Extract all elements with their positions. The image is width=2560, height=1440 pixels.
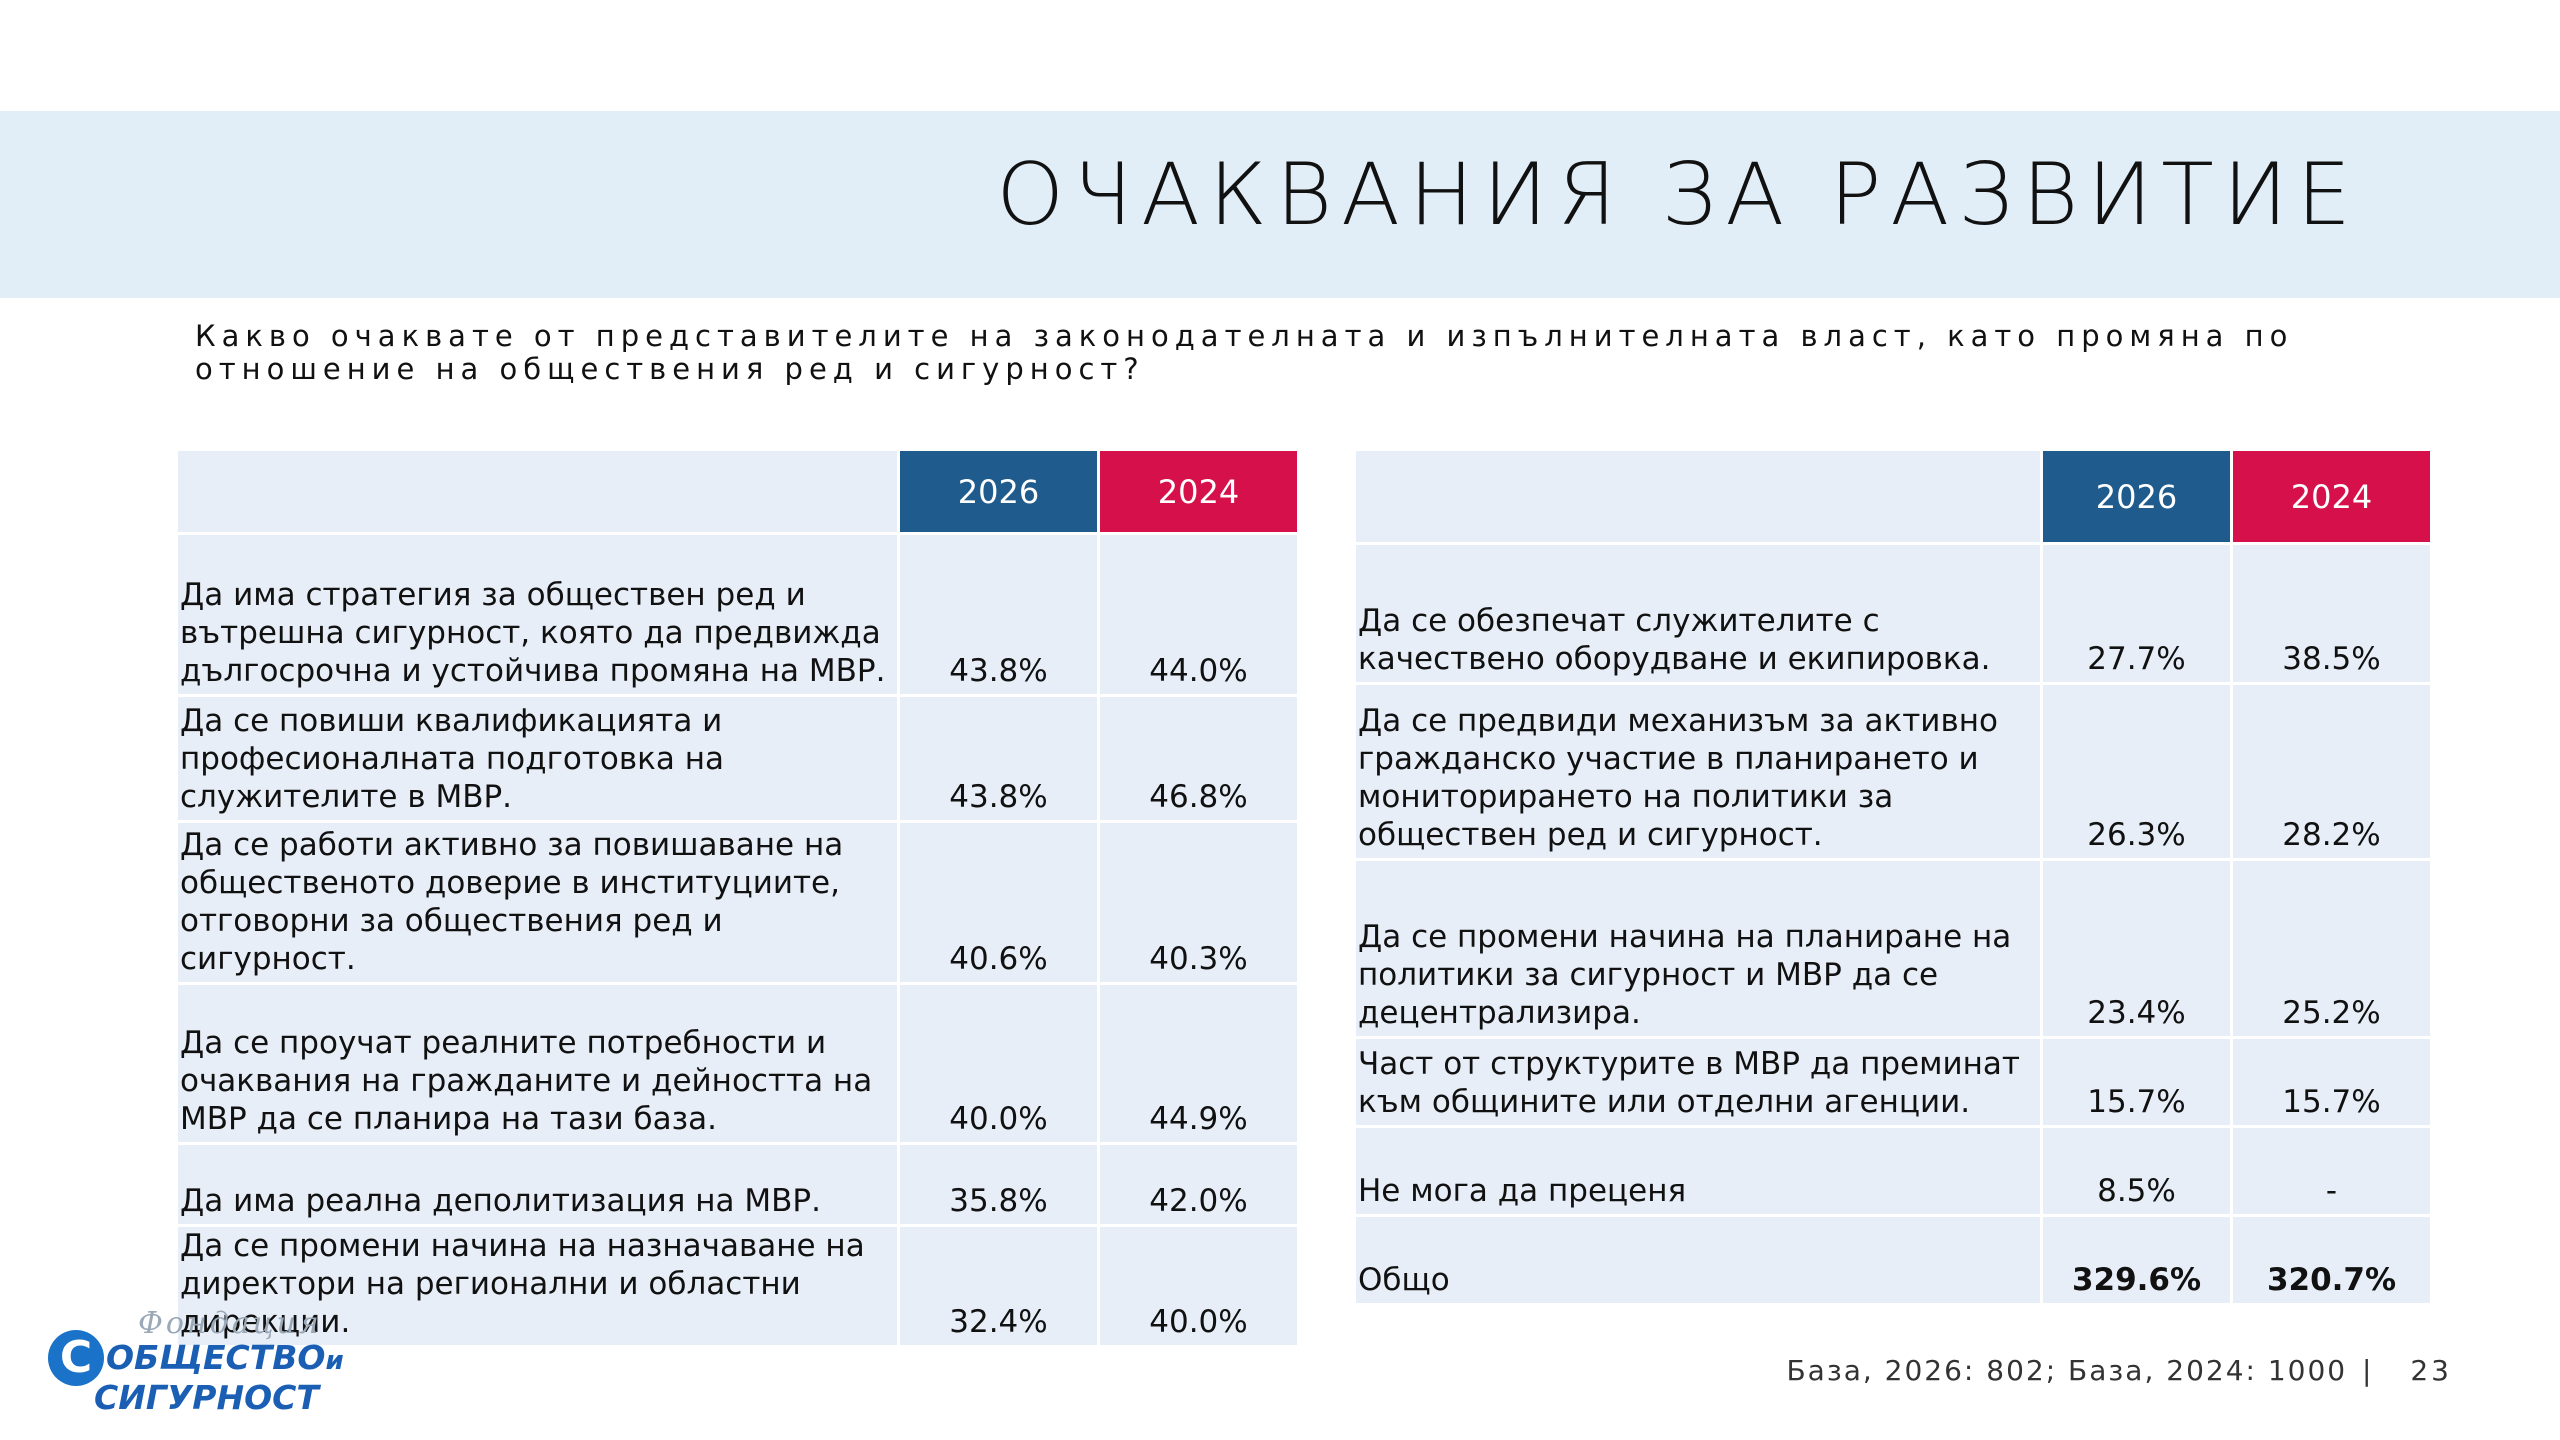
total-2024: 320.7% — [2230, 1214, 2433, 1306]
row-label: Част от структурите в МВР да преминат къ… — [1353, 1036, 2043, 1128]
footer-separator: | — [2362, 1354, 2374, 1387]
row-label: Да се обезпечат служителите с качествено… — [1353, 542, 2043, 685]
table-row: Да има стратегия за обществен ред и вътр… — [175, 532, 1300, 697]
row-label: Да се проучат реалните потребности и оча… — [175, 982, 900, 1145]
value-2026: 35.8% — [897, 1142, 1100, 1227]
header-2024: 2024 — [2230, 448, 2433, 545]
total-row: Общо 329.6% 320.7% — [1353, 1214, 2433, 1306]
survey-question: Какво очаквате от представителите на зак… — [195, 319, 2294, 386]
logo-line1-main: ОБЩЕСТВО — [106, 1338, 326, 1377]
value-2026: 32.4% — [897, 1224, 1100, 1348]
logo-line1-suffix: и — [325, 1346, 344, 1376]
row-label: Да се работи активно за повишаване на об… — [175, 820, 900, 985]
table-row: Да се промени начина на планиране на пол… — [1353, 858, 2433, 1039]
total-2026: 329.6% — [2040, 1214, 2233, 1306]
title-banner — [0, 111, 2560, 298]
value-2026: 43.8% — [897, 532, 1100, 697]
total-label: Общо — [1353, 1214, 2043, 1306]
table-row: Да се повиши квалификацията и професиона… — [175, 694, 1300, 823]
value-2024: 40.0% — [1097, 1224, 1300, 1348]
logo-c-icon: C — [48, 1330, 104, 1386]
row-label: Не мога да преценя — [1353, 1125, 2043, 1217]
value-2026: 23.4% — [2040, 858, 2233, 1039]
logo-script-text: Фондация — [138, 1306, 322, 1341]
value-2024: 42.0% — [1097, 1142, 1300, 1227]
table-row: Не мога да преценя 8.5% - — [1353, 1125, 2433, 1217]
value-2026: 26.3% — [2040, 682, 2233, 861]
table-row: Да се предвиди механизъм за активно граж… — [1353, 682, 2433, 861]
foundation-logo: Фондация C ОБЩЕСТВОи СИГУРНОСТ — [48, 1306, 348, 1418]
table-row: Да има реална деполитизация на МВР. 35.8… — [175, 1142, 1300, 1227]
value-2026: 40.6% — [897, 820, 1100, 985]
value-2026: 15.7% — [2040, 1036, 2233, 1128]
value-2026: 27.7% — [2040, 542, 2233, 685]
header-2026: 2026 — [897, 448, 1100, 535]
right-results-table: 2026 2024 Да се обезпечат служителите с … — [1353, 448, 2433, 1306]
table-row: Част от структурите в МВР да преминат къ… — [1353, 1036, 2433, 1128]
value-2024: 46.8% — [1097, 694, 1300, 823]
table-header-row: 2026 2024 — [1353, 448, 2433, 545]
table-row: Да се промени начина на назначаване на д… — [175, 1224, 1300, 1348]
value-2026: 43.8% — [897, 694, 1100, 823]
value-2024: 25.2% — [2230, 858, 2433, 1039]
value-2024: 44.9% — [1097, 982, 1300, 1145]
row-label: Да има стратегия за обществен ред и вътр… — [175, 532, 900, 697]
page-number: 23 — [2410, 1354, 2452, 1387]
base-note: База, 2026: 802; База, 2024: 1000 — [1786, 1354, 2348, 1387]
value-2024: 40.3% — [1097, 820, 1300, 985]
value-2024: 38.5% — [2230, 542, 2433, 685]
table-row: Да се работи активно за повишаване на об… — [175, 820, 1300, 985]
header-blank-cell — [175, 448, 900, 535]
table-header-row: 2026 2024 — [175, 448, 1300, 535]
header-2024: 2024 — [1097, 448, 1300, 535]
row-label: Да се предвиди механизъм за активно граж… — [1353, 682, 2043, 861]
footer: База, 2026: 802; База, 2024: 1000 | 23 — [1786, 1354, 2452, 1387]
value-2026: 8.5% — [2040, 1125, 2233, 1217]
value-2026: 40.0% — [897, 982, 1100, 1145]
table-row: Да се проучат реалните потребности и оча… — [175, 982, 1300, 1145]
value-2024: 44.0% — [1097, 532, 1300, 697]
row-label: Да се промени начина на планиране на пол… — [1353, 858, 2043, 1039]
value-2024: - — [2230, 1125, 2433, 1217]
logo-line1: ОБЩЕСТВОи — [106, 1338, 344, 1377]
left-results-table: 2026 2024 Да има стратегия за обществен … — [175, 448, 1300, 1348]
row-label: Да има реална деполитизация на МВР. — [175, 1142, 900, 1227]
page-title: ОЧАКВАНИЯ ЗА РАЗВИТИЕ — [996, 145, 2360, 245]
row-label: Да се повиши квалификацията и професиона… — [175, 694, 900, 823]
value-2024: 28.2% — [2230, 682, 2433, 861]
header-blank-cell — [1353, 448, 2043, 545]
row-label: Да се промени начина на назначаване на д… — [175, 1224, 900, 1348]
logo-line2: СИГУРНОСТ — [94, 1378, 319, 1417]
value-2024: 15.7% — [2230, 1036, 2433, 1128]
header-2026: 2026 — [2040, 448, 2233, 545]
table-row: Да се обезпечат служителите с качествено… — [1353, 542, 2433, 685]
